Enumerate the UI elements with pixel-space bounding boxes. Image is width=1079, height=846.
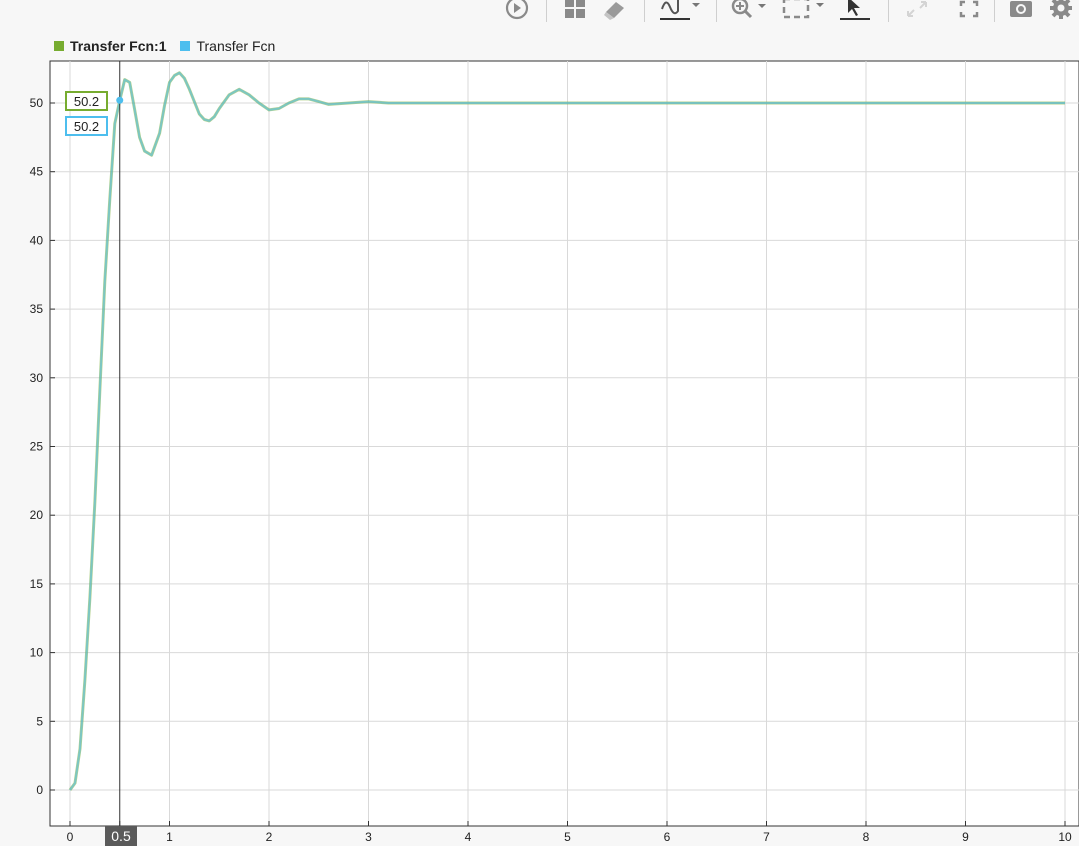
y-tick-label: 45 — [30, 165, 44, 179]
fullscreen-icon[interactable] — [952, 0, 986, 22]
layout-icon[interactable] — [560, 0, 590, 22]
x-tick-label: 6 — [664, 830, 671, 844]
eraser-icon[interactable] — [600, 0, 630, 22]
toolbar-separator — [644, 0, 645, 22]
y-tick-label: 35 — [30, 302, 44, 316]
legend-entry-transfer-fcn[interactable]: Transfer Fcn — [180, 38, 275, 54]
toolbar — [0, 0, 1079, 30]
legend-entry-transfer-fcn-1[interactable]: Transfer Fcn:1 — [54, 38, 166, 54]
y-axis: 0 5 10 15 20 25 30 35 40 45 50 — [30, 96, 55, 797]
toolbar-separator — [716, 0, 717, 22]
y-tick-label: 50 — [30, 96, 44, 110]
plot-area — [49, 60, 1079, 827]
x-tick-label: 9 — [962, 830, 969, 844]
y-tick-label: 0 — [36, 783, 43, 797]
legend: Transfer Fcn:1 Transfer Fcn — [54, 36, 275, 56]
toolbar-separator — [888, 0, 889, 22]
y-tick-label: 30 — [30, 371, 44, 385]
x-tick-label: 7 — [763, 830, 770, 844]
x-axis: 0 1 2 3 4 5 6 7 8 9 10 — [67, 821, 1072, 844]
x-tick-label: 5 — [564, 830, 571, 844]
y-tick-label: 15 — [30, 577, 44, 591]
y-tick-label: 5 — [36, 714, 43, 728]
x-tick-label: 10 — [1058, 830, 1072, 844]
fit-to-view-icon[interactable] — [780, 0, 830, 22]
cursor-x-label[interactable]: 0.5 — [105, 826, 137, 846]
toolbar-separator — [994, 0, 995, 22]
cursor-icon[interactable] — [838, 0, 872, 22]
toolbar-separator — [546, 0, 547, 22]
y-tick-label: 20 — [30, 508, 44, 522]
run-icon[interactable] — [502, 0, 532, 22]
x-tick-label: 2 — [266, 830, 273, 844]
x-tick-label: 4 — [465, 830, 472, 844]
legend-label: Transfer Fcn:1 — [70, 38, 167, 54]
gear-icon[interactable] — [1044, 0, 1078, 22]
zoom-icon[interactable] — [728, 0, 770, 22]
signal-style-icon[interactable] — [656, 0, 702, 22]
camera-icon[interactable] — [1004, 0, 1038, 22]
x-tick-label: 0 — [67, 830, 74, 844]
restore-icon[interactable] — [900, 0, 934, 22]
x-tick-label: 1 — [166, 830, 173, 844]
y-tick-label: 40 — [30, 233, 44, 247]
legend-swatch — [180, 41, 191, 51]
series-line-2 — [69, 71, 1065, 791]
x-tick-label: 3 — [365, 830, 372, 844]
y-tick-label: 25 — [30, 440, 44, 454]
y-tick-label: 10 — [30, 646, 44, 660]
datatip-transfer-fcn-1: 50.2 — [65, 91, 108, 111]
series-group — [68, 71, 1065, 791]
datatip-transfer-fcn: 50.2 — [65, 116, 108, 136]
legend-swatch — [54, 41, 64, 51]
data-cursor-point[interactable] — [116, 96, 124, 104]
legend-label: Transfer Fcn — [196, 38, 276, 54]
x-tick-label: 8 — [863, 830, 870, 844]
